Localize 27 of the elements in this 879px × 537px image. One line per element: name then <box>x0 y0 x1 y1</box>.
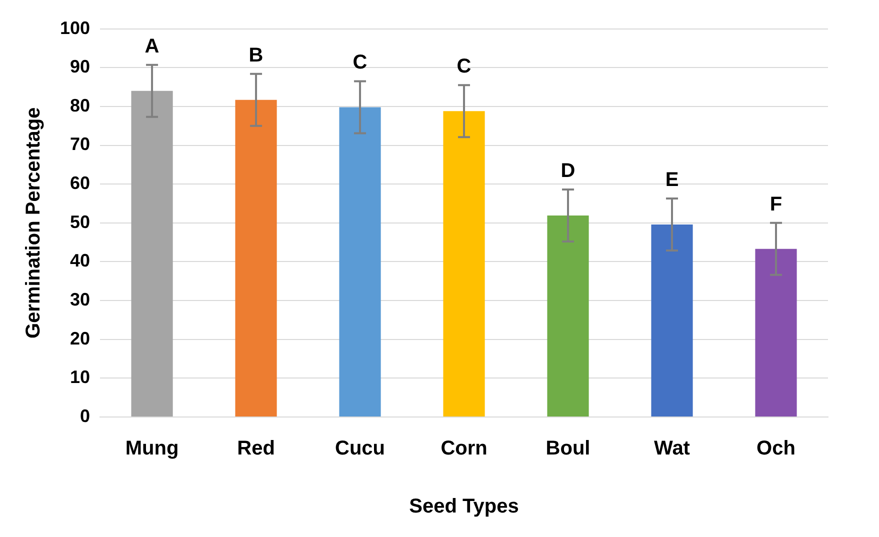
annotation: C <box>352 52 368 74</box>
annotation: B <box>248 44 264 66</box>
x-tick-label: Corn <box>440 438 488 460</box>
y-tick-label: 100 <box>60 18 90 38</box>
annotation: A <box>144 35 160 58</box>
x-tick-label: Red <box>237 438 275 460</box>
annotation: E <box>665 168 679 191</box>
x-tick-label: Wat <box>654 438 690 460</box>
x-tick-label: Och <box>756 438 796 460</box>
y-tick-label: 30 <box>70 290 90 310</box>
x-axis-title: Seed Types <box>409 496 519 518</box>
y-tick-label: 40 <box>70 250 90 271</box>
x-tick-label: Boul <box>546 438 590 460</box>
y-tick-label: 60 <box>70 173 90 194</box>
annotation: D <box>560 160 576 182</box>
x-tick-label: Cucu <box>335 438 386 460</box>
y-tick-label: 20 <box>70 328 90 348</box>
x-tick-label: Mung <box>125 438 179 460</box>
y-tick-label: 90 <box>70 56 90 77</box>
y-tick-label: 80 <box>70 95 90 116</box>
y-tick-label: 70 <box>70 134 90 154</box>
y-tick-label: 10 <box>70 367 90 388</box>
annotation: F <box>770 193 782 216</box>
annotation: C <box>456 56 472 78</box>
y-axis-title: Germination Percentage <box>22 107 45 338</box>
y-tick-label: 0 <box>80 406 90 426</box>
y-tick-label: 50 <box>70 212 90 232</box>
